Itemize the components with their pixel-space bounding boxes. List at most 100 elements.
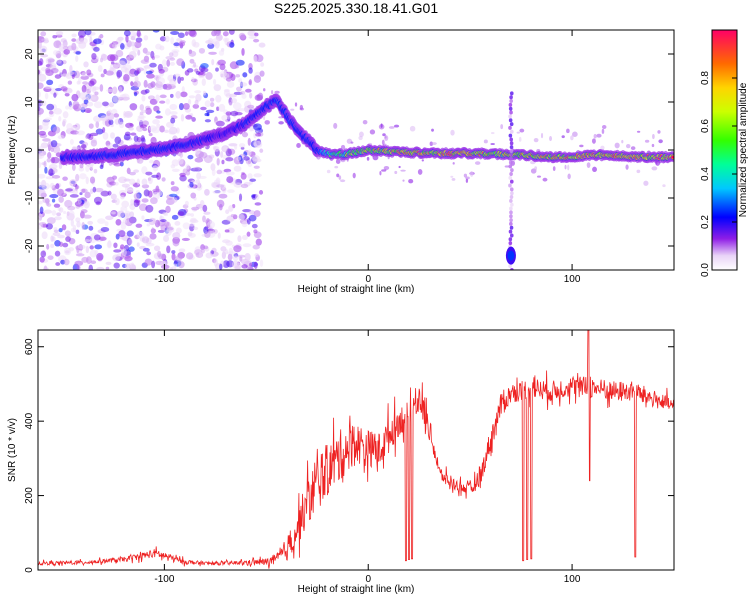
- noise-cell: [186, 68, 194, 73]
- noise-cell: [174, 73, 181, 78]
- noise-cell: [38, 189, 46, 197]
- noise-cell: [149, 233, 157, 240]
- noise-cell: [88, 87, 96, 92]
- noise-cell: [255, 132, 262, 137]
- noise-cell: [225, 171, 235, 176]
- noise-cell: [171, 168, 180, 172]
- noise-cell: [38, 73, 47, 82]
- noise-cell: [81, 143, 87, 149]
- spike-cell: [509, 206, 513, 211]
- noise-cell: [218, 193, 228, 199]
- noise-cell: [243, 156, 250, 161]
- noise-cell: [106, 88, 115, 93]
- noise-cell: [74, 260, 84, 266]
- noise-cell: [241, 47, 245, 56]
- noise-cell: [123, 73, 130, 82]
- noise-cell: [42, 138, 51, 142]
- noise-cell: [120, 221, 127, 230]
- noise-cell: [144, 258, 153, 266]
- noise-cell: [145, 107, 152, 115]
- noise-cell: [238, 214, 245, 221]
- noise-cell: [126, 188, 134, 193]
- noise-cell: [144, 89, 150, 94]
- noise-cell: [400, 169, 406, 172]
- noise-cell: [152, 119, 160, 125]
- noise-cell: [234, 64, 240, 69]
- noise-cell: [237, 235, 242, 243]
- noise-cell: [71, 33, 77, 38]
- noise-cell: [94, 187, 104, 193]
- noise-cell: [155, 43, 162, 50]
- noise-cell: [239, 82, 248, 87]
- noise-cell: [202, 215, 206, 223]
- noise-cell: [204, 188, 210, 196]
- spike-cell: [509, 141, 514, 146]
- noise-cell: [65, 105, 70, 110]
- noise-cell: [180, 76, 184, 81]
- noise-cell: [171, 50, 179, 58]
- noise-cell: [382, 133, 386, 137]
- noise-cell: [53, 229, 59, 233]
- spike-cell: [508, 264, 512, 269]
- noise-cell: [339, 179, 346, 183]
- snr-axes: -100 0 100 0 200 400 600: [24, 330, 674, 585]
- snr-marks: [38, 330, 674, 569]
- noise-cell: [89, 237, 96, 244]
- noise-cell: [334, 165, 339, 169]
- noise-cell: [178, 41, 186, 47]
- noise-cell: [120, 194, 125, 200]
- noise-cell: [96, 252, 104, 261]
- noise-cell: [153, 55, 161, 59]
- noise-cell: [163, 234, 170, 242]
- noise-cell: [216, 157, 220, 166]
- noise-cell: [242, 243, 252, 248]
- noise-cell: [408, 179, 414, 184]
- noise-cell: [181, 86, 185, 94]
- noise-cell: [194, 157, 204, 163]
- noise-cell: [141, 109, 147, 113]
- noise-cell: [102, 132, 109, 140]
- noise-cell: [171, 214, 179, 220]
- noise-cell: [152, 165, 159, 172]
- spike-cell: [509, 214, 513, 219]
- spectrogram-marks: [38, 30, 674, 270]
- spike-cell: [509, 110, 513, 115]
- noise-cell: [187, 99, 192, 105]
- noise-cell: [38, 152, 45, 160]
- noise-cell: [38, 82, 44, 90]
- noise-cell: [394, 170, 398, 175]
- noise-cell: [247, 173, 253, 179]
- snr-frame: [37, 329, 675, 571]
- noise-cell: [100, 190, 110, 197]
- noise-cell: [170, 30, 180, 35]
- noise-cell: [75, 55, 79, 63]
- noise-cell: [160, 218, 167, 223]
- noise-cell: [218, 50, 225, 56]
- noise-cell: [110, 61, 115, 65]
- noise-cell: [133, 169, 140, 173]
- noise-cell: [191, 206, 200, 211]
- noise-cell: [128, 178, 136, 185]
- noise-cell: [169, 193, 178, 197]
- noise-cell: [228, 102, 233, 106]
- colorbar-tick-label: 0.6: [700, 119, 711, 133]
- noise-cell: [106, 54, 116, 62]
- noise-cell: [38, 173, 46, 179]
- noise-cell: [537, 175, 542, 178]
- noise-cell: [112, 43, 117, 49]
- spike-cell: [509, 233, 514, 238]
- noise-cell: [77, 30, 86, 38]
- noise-cell: [128, 41, 136, 47]
- noise-cell: [227, 227, 235, 234]
- noise-cell: [333, 122, 338, 129]
- noise-cell: [46, 103, 55, 111]
- noise-cell: [88, 80, 95, 87]
- noise-cell: [235, 59, 245, 66]
- noise-cell: [241, 234, 248, 241]
- noise-cell: [236, 86, 242, 92]
- noise-cell: [99, 84, 104, 92]
- noise-cell: [42, 198, 47, 203]
- noise-cell: [163, 129, 170, 133]
- noise-cell: [97, 65, 103, 72]
